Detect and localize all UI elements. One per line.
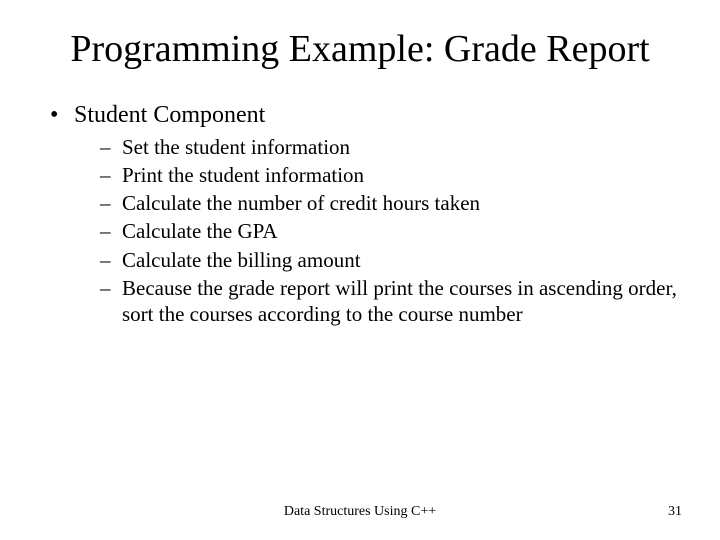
- bullet-list-level1: Student Component Set the student inform…: [50, 100, 680, 328]
- bullet-text: Calculate the billing amount: [122, 248, 361, 272]
- list-item: Calculate the billing amount: [100, 247, 680, 273]
- slide-title: Programming Example: Grade Report: [0, 0, 720, 82]
- bullet-text: Calculate the number of credit hours tak…: [122, 191, 480, 215]
- bullet-text: Because the grade report will print the …: [122, 276, 677, 326]
- bullet-text: Student Component: [74, 102, 265, 128]
- list-item: Because the grade report will print the …: [100, 275, 680, 328]
- bullet-text: Calculate the GPA: [122, 219, 278, 243]
- bullet-list-level2: Set the student information Print the st…: [74, 134, 680, 328]
- list-item: Calculate the GPA: [100, 218, 680, 244]
- list-item: Calculate the number of credit hours tak…: [100, 190, 680, 216]
- slide: Programming Example: Grade Report Studen…: [0, 0, 720, 540]
- footer-center: Data Structures Using C++: [0, 504, 720, 520]
- slide-body: Student Component Set the student inform…: [0, 82, 720, 328]
- list-item: Print the student information: [100, 162, 680, 188]
- bullet-text: Print the student information: [122, 163, 364, 187]
- list-item: Set the student information: [100, 134, 680, 160]
- list-item: Student Component Set the student inform…: [50, 100, 680, 328]
- bullet-text: Set the student information: [122, 135, 350, 159]
- page-number: 31: [668, 504, 682, 520]
